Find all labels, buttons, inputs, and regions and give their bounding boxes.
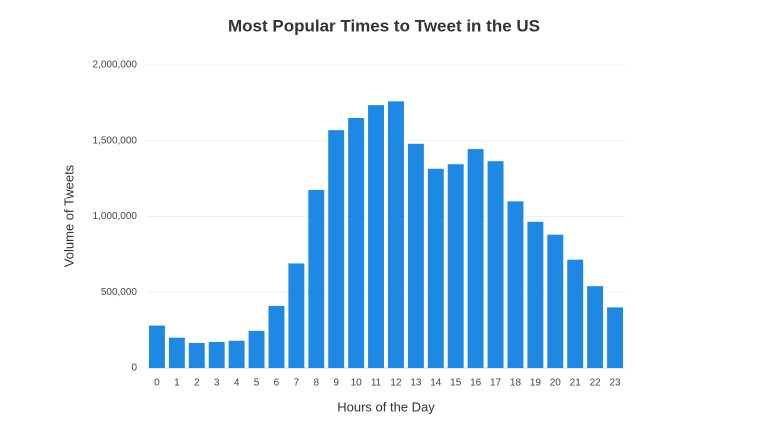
bar bbox=[407, 143, 424, 368]
bar bbox=[467, 149, 484, 368]
x-axis-label: Hours of the Day bbox=[337, 399, 435, 414]
x-tick-label: 15 bbox=[450, 378, 462, 389]
bar bbox=[507, 201, 524, 368]
x-tick-label: 12 bbox=[390, 378, 402, 389]
bar bbox=[487, 161, 504, 368]
bar bbox=[228, 340, 245, 368]
x-tick-label: 3 bbox=[214, 378, 220, 389]
bar bbox=[547, 234, 564, 368]
bar bbox=[308, 189, 325, 368]
x-tick-label: 21 bbox=[570, 378, 582, 389]
bar bbox=[567, 259, 584, 368]
x-tick-label: 19 bbox=[530, 378, 542, 389]
bar bbox=[368, 105, 385, 369]
x-tick-label: 16 bbox=[470, 378, 482, 389]
x-tick-label: 2 bbox=[194, 378, 200, 389]
x-tick-label: 1 bbox=[174, 378, 180, 389]
bar bbox=[208, 341, 225, 368]
bar bbox=[268, 305, 285, 368]
x-tick-label: 0 bbox=[154, 378, 160, 389]
bar bbox=[348, 118, 365, 369]
bar bbox=[148, 325, 165, 368]
chart-title: Most Popular Times to Tweet in the US bbox=[228, 16, 540, 35]
y-tick-label: 1,000,000 bbox=[93, 211, 138, 222]
x-tick-label: 13 bbox=[410, 378, 422, 389]
x-tick-label: 9 bbox=[333, 378, 339, 389]
x-tick-label: 14 bbox=[430, 378, 442, 389]
x-tick-label: 6 bbox=[274, 378, 280, 389]
bar bbox=[427, 168, 444, 368]
bar bbox=[288, 263, 305, 368]
bar bbox=[447, 164, 464, 368]
x-tick-label: 18 bbox=[510, 378, 522, 389]
x-tick-label: 17 bbox=[490, 378, 502, 389]
bar bbox=[587, 286, 604, 368]
bar bbox=[168, 337, 185, 368]
x-tick-label: 8 bbox=[314, 378, 320, 389]
y-tick-label: 1,500,000 bbox=[93, 135, 138, 146]
x-tick-label: 20 bbox=[550, 378, 562, 389]
y-tick-label: 2,000,000 bbox=[93, 60, 138, 71]
x-tick-label: 11 bbox=[371, 378, 382, 389]
bar bbox=[607, 307, 624, 368]
bar bbox=[387, 101, 404, 369]
bar bbox=[188, 343, 205, 368]
x-tick-label: 23 bbox=[609, 378, 621, 389]
y-tick-label: 500,000 bbox=[101, 287, 138, 298]
bar bbox=[527, 221, 544, 368]
x-tick-label: 7 bbox=[294, 378, 300, 389]
x-tick-label: 5 bbox=[254, 378, 260, 389]
y-tick-label: 0 bbox=[131, 363, 137, 374]
y-axis-label: Volume of Tweets bbox=[61, 164, 76, 267]
x-tick-label: 22 bbox=[590, 378, 602, 389]
bar bbox=[248, 330, 265, 368]
x-tick-label: 4 bbox=[234, 378, 240, 389]
bar bbox=[328, 130, 345, 368]
x-tick-label: 10 bbox=[351, 378, 363, 389]
